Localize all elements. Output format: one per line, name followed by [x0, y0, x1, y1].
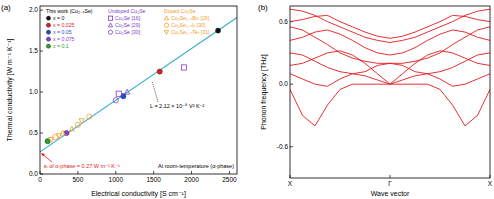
- x-tick: [153, 171, 154, 174]
- panel-label: (a): [1, 3, 11, 12]
- fit-line: [40, 17, 237, 151]
- data-point: [215, 28, 220, 33]
- legend-label: x = 0.1: [53, 43, 69, 49]
- data-point: [75, 122, 80, 127]
- legend-title: Doped Cu₂Se: [164, 8, 196, 14]
- legend-label: x = 0.025: [53, 22, 75, 28]
- x-axis-label: Wave vector: [371, 190, 410, 197]
- legend-label: Cu₂Se₁₋ₓBrₓ [29]: [171, 15, 210, 21]
- legend-marker: [46, 16, 50, 20]
- y-tick: [40, 133, 43, 134]
- legend-marker: [46, 30, 50, 34]
- y-tick-label: 0.5: [29, 129, 38, 136]
- x-tick-label: 1500: [146, 176, 161, 183]
- legend-title: This work (Cu₂₋ₓSe): [46, 8, 93, 14]
- band: [290, 15, 490, 38]
- legend-marker: [164, 16, 168, 20]
- annotation-arrow: [42, 154, 52, 162]
- y-tick-label: 2.0: [29, 6, 38, 13]
- x-tick-label: X: [288, 180, 293, 187]
- annotation: κₗ of α-phase = 0.27 W m⁻¹ K⁻¹: [44, 163, 120, 169]
- legend-label: Cu₂Se₁₋ₓIₓ [30]: [171, 22, 206, 28]
- data-point: [87, 114, 92, 119]
- legend-label: Cu₂Se [16]: [115, 15, 141, 21]
- y-axis-label: Phonon frequency [THz]: [260, 54, 268, 130]
- figure: (a) 0 500 1000 1500 2000 2500 0.0 0.5 1.0 1.5 2.0 El…: [0, 0, 494, 199]
- data-point: [116, 91, 121, 96]
- annotation: L = 2.12 × 10⁻⁸ V² K⁻²: [150, 103, 205, 109]
- band: [290, 84, 490, 126]
- legend-marker: [46, 44, 50, 48]
- data-point: [79, 119, 84, 124]
- legend-marker: [108, 23, 112, 27]
- legend-label: Cu₂Se [29]: [115, 22, 141, 28]
- y-tick: [40, 10, 43, 11]
- x-tick-label: 500: [72, 176, 83, 183]
- x-tick-label: X: [488, 180, 493, 187]
- legend-label: Cu₂Se [30]: [115, 29, 141, 35]
- y-tick-label: -0.6: [277, 143, 289, 150]
- band: [290, 9, 490, 42]
- legend-marker: [108, 30, 112, 34]
- y-tick-label: 1.0: [29, 88, 38, 95]
- annotation: At room-temperature (α-phase): [158, 163, 234, 169]
- data-point: [181, 65, 186, 70]
- data-point: [49, 138, 54, 143]
- data-point: [125, 89, 130, 94]
- y-axis-label: Thermal conductivity [W m⁻¹ K⁻¹]: [6, 38, 14, 141]
- x-tick-label: 2000: [184, 176, 199, 183]
- plot-area: [40, 17, 237, 151]
- data-point: [69, 126, 74, 131]
- legend-label: x = 0.05: [53, 29, 72, 35]
- legend-label: x = 0.075: [53, 36, 75, 42]
- annotation-arrow: [152, 81, 158, 102]
- x-tick: [191, 171, 192, 174]
- data-point: [113, 98, 118, 103]
- legend-marker: [108, 16, 112, 20]
- x-tick-label: 1000: [109, 176, 124, 183]
- plot-area: [290, 9, 490, 126]
- legend-marker: [164, 31, 168, 35]
- band: [290, 30, 490, 55]
- y-tick: [40, 51, 43, 52]
- x-tick-label: 2500: [222, 176, 237, 183]
- data-point: [157, 69, 162, 74]
- band: [290, 51, 490, 84]
- x-axis-label: Electrical conductivity [S cm⁻¹]: [91, 190, 186, 198]
- legend-marker: [46, 37, 50, 41]
- y-tick-label: 0.6: [279, 18, 288, 25]
- y-tick: [40, 92, 43, 93]
- plot-frame: [40, 6, 237, 174]
- legend-marker: [46, 23, 50, 27]
- x-tick: [390, 175, 391, 178]
- y-tick-label: 0.0: [279, 80, 288, 87]
- x-tick: [229, 171, 230, 174]
- legend-label: Cu₂Se₁₋ₓTeₓ [31]: [171, 29, 210, 35]
- y-tick-label: 0.0: [29, 170, 38, 177]
- panel: (b) X Γ X -0.6 0.0 0.6 Wave vector Phonon freque…: [258, 3, 493, 197]
- y-tick: [290, 146, 293, 147]
- x-tick-label: Γ: [388, 180, 392, 187]
- legend-title: Undoped Cu₂Se: [108, 8, 146, 14]
- x-tick: [77, 171, 78, 174]
- band: [290, 27, 490, 63]
- y-tick-label: 1.5: [29, 47, 38, 54]
- plot-frame: [290, 6, 490, 178]
- arrow-head: [41, 153, 45, 157]
- x-tick: [115, 171, 116, 174]
- legend-marker: [164, 23, 168, 27]
- panel-label: (b): [258, 3, 268, 12]
- y-tick: [290, 84, 293, 85]
- panel: (a) 0 500 1000 1500 2000 2500 0.0 0.5 1.0 1.5 2.0 El…: [1, 3, 237, 198]
- data-point: [56, 133, 61, 138]
- background: [0, 0, 494, 199]
- legend-label: x = 0: [53, 15, 65, 21]
- x-tick-label: 0: [38, 176, 42, 183]
